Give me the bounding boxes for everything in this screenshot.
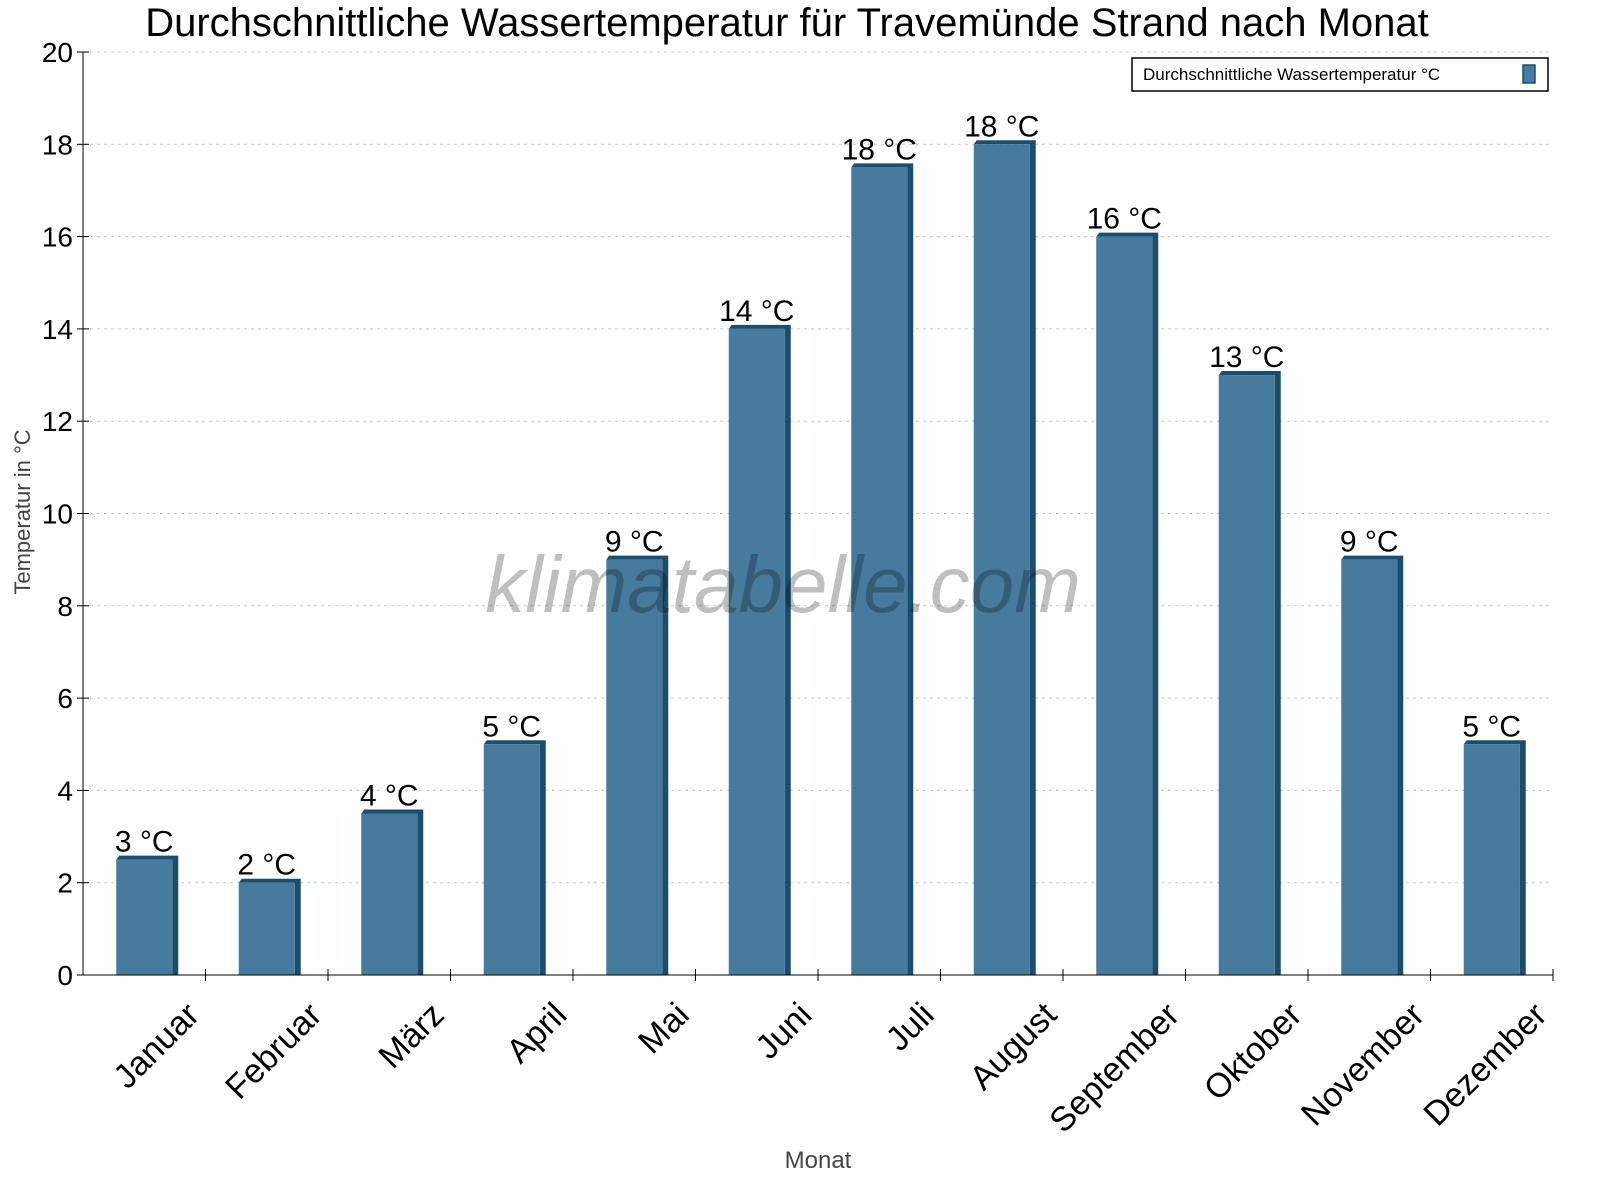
legend-swatch (1522, 64, 1536, 84)
x-tick-label: Juni (748, 996, 819, 1067)
data-label: 2 °C (237, 849, 296, 882)
x-tick-label: September (1042, 996, 1186, 1140)
bar (606, 559, 663, 975)
data-label: 13 °C (1209, 341, 1284, 374)
data-label: 18 °C (964, 110, 1039, 143)
y-tick-label: 6 (57, 683, 73, 714)
chart-title: Durchschnittliche Wassertemperatur für T… (145, 1, 1429, 45)
bar (1096, 236, 1153, 976)
data-label: 5 °C (1462, 710, 1521, 743)
legend-box (1131, 57, 1549, 92)
bar (973, 144, 1030, 976)
y-tick-label: 20 (42, 37, 73, 68)
legend: Durchschnittliche Wassertemperatur °C (1131, 57, 1549, 92)
data-label: 3 °C (115, 826, 174, 859)
y-tick-label: 0 (57, 960, 73, 991)
x-tick-label: Juli (879, 996, 942, 1059)
bar (238, 882, 295, 975)
bar (728, 328, 785, 975)
data-label: 4 °C (360, 779, 419, 812)
data-label: 18 °C (842, 133, 917, 166)
data-label: 5 °C (482, 710, 541, 743)
y-tick-label: 2 (57, 868, 73, 899)
bar (851, 167, 908, 975)
bars: 3 °C 2 °C 4 °C 5 °C 9 °C 14 °C 18 °C 18 °C 16 °C… (115, 110, 1526, 976)
y-axis-label: Temperatur in °C (10, 429, 35, 594)
x-tick-label: November (1294, 996, 1432, 1134)
x-tick-label: Oktober (1197, 996, 1309, 1108)
bar (483, 744, 540, 975)
legend-label: Durchschnittliche Wassertemperatur °C (1143, 65, 1440, 84)
bar (1341, 559, 1398, 975)
data-label: 9 °C (605, 526, 664, 559)
y-tick-label: 10 (42, 499, 73, 530)
x-tick-label: Mai (631, 996, 697, 1062)
data-label: 16 °C (1087, 203, 1162, 236)
x-tick-label: Februar (218, 996, 329, 1107)
bar (116, 859, 173, 975)
x-tick-label: Januar (106, 996, 206, 1096)
data-label: 9 °C (1340, 526, 1399, 559)
y-tick-label: 16 (42, 222, 73, 253)
grid-lines (83, 51, 1553, 884)
x-axis-label: Monat (785, 1147, 852, 1174)
y-tick-label: 12 (42, 406, 73, 437)
y-tick-label: 14 (42, 314, 73, 345)
watermark: klimatabelle.com (485, 540, 1081, 629)
x-tick-label: August (963, 995, 1065, 1097)
x-tick-label: April (499, 996, 574, 1071)
x-tick-label: März (371, 996, 451, 1076)
y-tick-label: 8 (57, 591, 73, 622)
y-tick-label: 18 (42, 129, 73, 160)
data-label: 14 °C (719, 295, 794, 328)
bar (361, 813, 418, 975)
y-tick-label: 4 (57, 775, 73, 806)
x-tick-label: Dezember (1416, 996, 1554, 1134)
bar (1463, 744, 1520, 975)
bar (1218, 375, 1275, 975)
